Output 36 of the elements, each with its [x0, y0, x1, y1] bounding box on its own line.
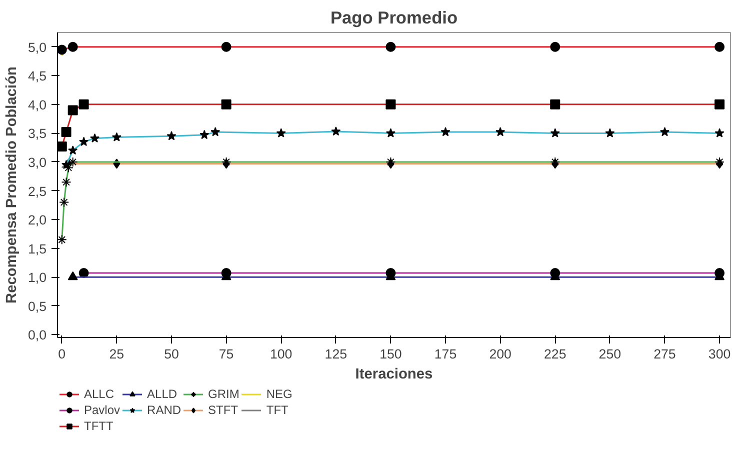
legend-label: TFTT [84, 419, 114, 433]
x-axis-title: Iteraciones [355, 366, 433, 382]
legend-label: NEG [266, 387, 292, 401]
y-tick-label: 3,0 [28, 154, 47, 170]
x-tick-label: 50 [164, 346, 179, 362]
legend-label: Pavlov [84, 403, 120, 417]
x-tick-label: 300 [708, 346, 731, 362]
x-tick-label: 225 [544, 346, 566, 362]
x-tick-label: 100 [270, 346, 292, 362]
y-tick-label: 5,0 [28, 40, 47, 55]
y-tick-label: 1,5 [28, 241, 47, 256]
y-tick-label: 3,5 [28, 126, 47, 142]
legend-label: ALLD [147, 387, 178, 401]
y-tick-label: 4,5 [28, 68, 47, 84]
x-tick-label: 125 [324, 346, 348, 362]
legend-label: RAND [147, 403, 182, 417]
y-tick-label: 1,0 [28, 270, 47, 286]
y-tick-label: 2,0 [28, 212, 47, 228]
y-tick-label: 4,0 [28, 97, 47, 112]
y-tick-label: 2,5 [28, 184, 47, 199]
x-tick-label: 250 [598, 346, 622, 362]
chart-title: Pago Promedio [330, 8, 458, 28]
legend-label: GRIM [208, 387, 240, 401]
x-tick-label: 275 [654, 346, 676, 362]
legend-label: STFT [208, 403, 238, 417]
x-tick-label: 200 [489, 346, 512, 362]
legend-label: TFT [266, 403, 288, 417]
y-tick-label: 0,0 [28, 328, 47, 343]
x-tick-label: 25 [109, 346, 124, 362]
legend-label: ALLC [84, 387, 114, 401]
x-tick-label: 150 [380, 346, 402, 362]
x-tick-label: 0 [58, 346, 66, 362]
y-axis-title: Recompensa Promedio Población [4, 66, 20, 304]
x-tick-label: 175 [434, 346, 457, 362]
x-tick-label: 75 [218, 346, 234, 362]
y-tick-label: 0,5 [28, 298, 47, 314]
